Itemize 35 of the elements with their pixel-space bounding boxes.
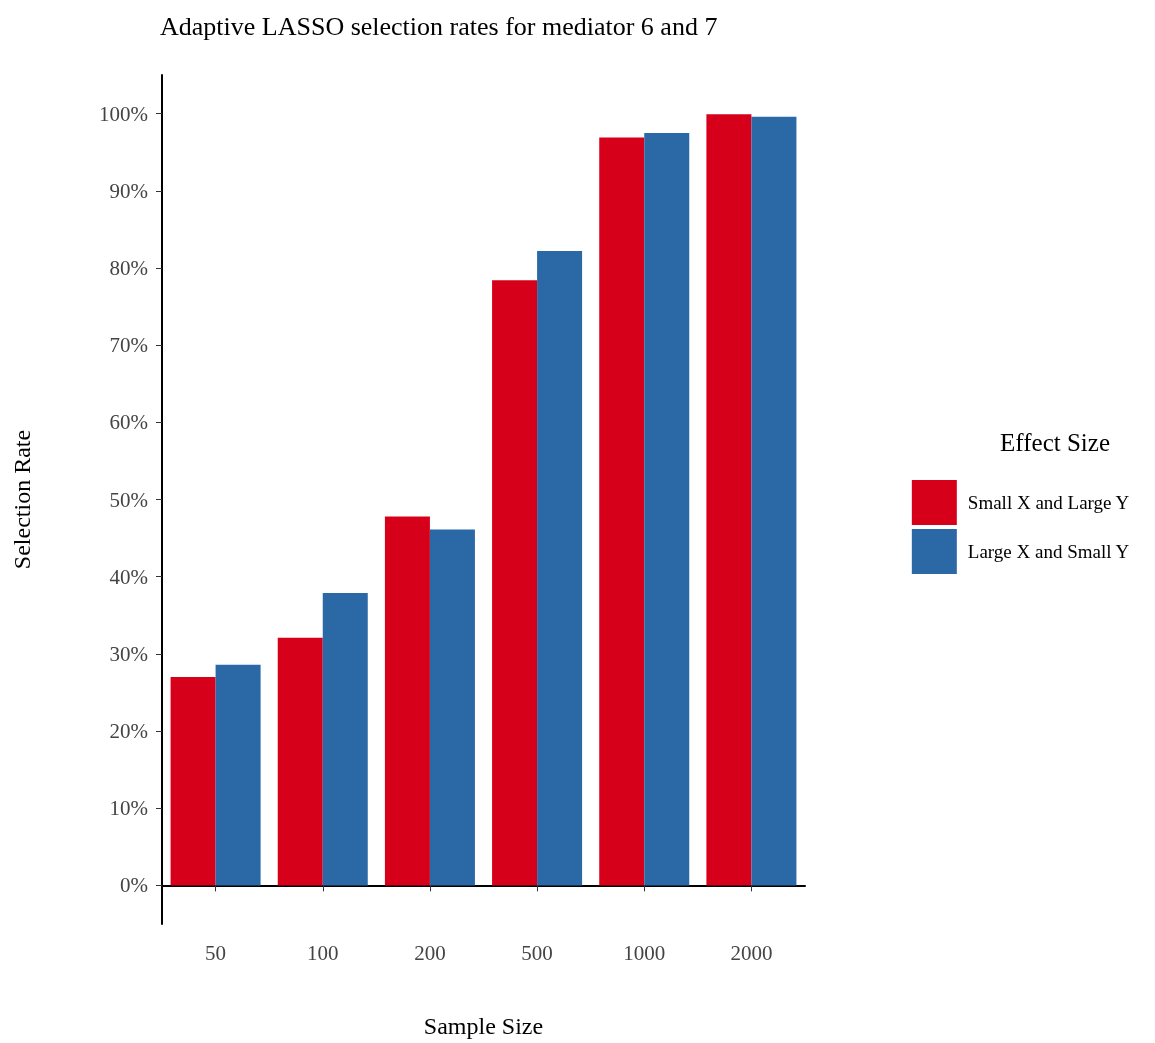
legend-title: Effect Size [1000,429,1111,456]
bar [384,516,430,886]
x-axis-title: Sample Size [423,1013,544,1039]
bar [492,280,538,886]
y-tick-label: 90% [109,178,148,203]
y-tick-label: 40% [109,564,148,589]
bar [599,137,645,886]
y-tick-label: 20% [109,719,148,744]
bar [429,529,475,886]
bar [706,114,752,886]
x-tick-label: 50 [205,940,227,965]
bar [322,592,368,886]
legend-label: Large X and Small Y [967,541,1130,562]
bar [751,116,797,886]
legend-label: Small X and Large Y [967,492,1130,513]
x-tick-label: 100 [307,940,339,965]
x-tick-label: 2000 [730,940,773,965]
x-tick-label: 200 [414,940,446,965]
x-tick-label: 500 [521,940,553,965]
bar [277,637,323,886]
chart-title: Adaptive LASSO selection rates for mediator 6 and 7 [160,11,718,41]
y-tick-label: 60% [109,410,148,435]
y-tick-label: 10% [109,796,148,821]
y-axis-title: Selection Rate [9,429,35,570]
y-tick-label: 0% [120,873,148,898]
bar [170,677,216,886]
x-tick-label: 1000 [623,940,666,965]
y-tick-label: 50% [109,487,148,512]
bar [215,664,261,886]
y-tick-label: 70% [109,333,148,358]
bar [644,132,690,886]
bar [537,250,583,886]
y-tick-label: 80% [109,255,148,280]
y-tick-label: 100% [99,101,148,126]
y-tick-label: 30% [109,641,148,666]
